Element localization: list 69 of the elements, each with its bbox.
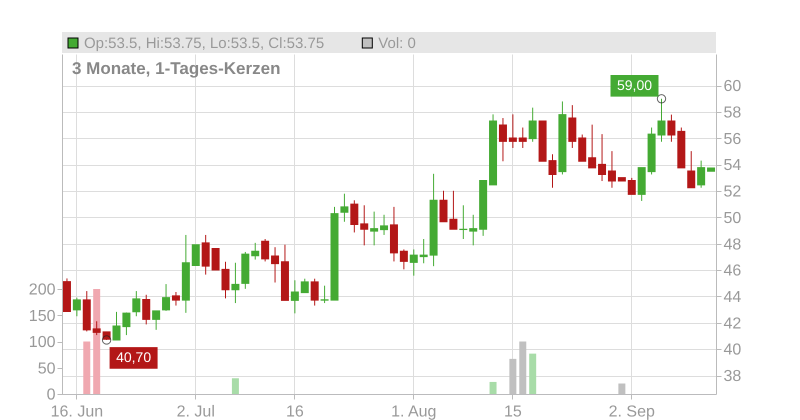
y2-tick-label: 60 [724,78,742,96]
candlestick [222,261,230,299]
y2-tick-label: 42 [724,315,742,332]
bar [93,289,100,394]
x-tick-label: 2. Sep [608,404,655,420]
candlestick [132,290,140,317]
candlestick [152,310,160,330]
chart-title: 3 Monate, 1-Tages-Kerzen [72,59,280,78]
candlestick [667,114,676,142]
y-tick-label: 0 [46,386,56,404]
candlestick [440,190,448,222]
y2-tick-label: 40 [724,342,742,359]
bar [232,378,239,394]
y-tick-label: 50 [38,360,56,378]
candlestick [290,280,299,314]
y-tick-label: 200 [28,282,56,299]
candlestick [508,114,517,148]
candlestick [548,154,556,188]
candlestick [400,248,408,270]
candlestick [498,118,507,162]
y2-tick-label: 58 [724,104,742,122]
candlestick [300,278,309,294]
bar [529,354,536,394]
candlestick [588,124,596,168]
y2-tick-label: 50 [724,210,742,227]
candlestick [142,294,150,325]
legend-label: Vol: 0 [378,35,416,52]
candlestick [608,150,616,188]
candlestick [172,292,180,306]
y2-tick-label: 38 [724,368,742,386]
candlestick [72,297,81,317]
annotation: 40,70 [116,348,152,365]
annotation: 59,00 [616,76,652,93]
candlestick [380,214,388,236]
y-tick-label: 150 [28,308,56,325]
candlestick [697,160,706,188]
candlestick [112,311,120,340]
y2-tick-label: 48 [724,236,742,254]
y2-tick-label: 44 [724,288,742,306]
y2-tick-label: 56 [724,130,742,148]
candlestick [202,234,210,276]
x-tick-label: 16. Jun [50,404,104,420]
candlestick [687,150,696,188]
bar [83,342,90,394]
candlestick [192,244,200,266]
candlestick [628,177,636,195]
candlestick [271,246,280,284]
candlestick [310,278,319,306]
y2-tick-label: 46 [724,262,742,280]
x-tick-label: 15 [504,404,522,420]
candlestick [231,262,240,304]
y2-tick-label: 54 [724,157,742,174]
candlestick [370,211,378,246]
candlestick [340,193,348,222]
legend-label: Op:53.5, Hi:53.75, Lo:53.5, Cl:53.75 [84,35,324,52]
x-tick-label: 2. Jul [176,404,215,420]
candlestick [212,248,220,270]
candlestick [528,107,537,142]
candlestick [598,134,606,182]
candlestick [449,190,458,230]
y-tick-label: 100 [28,334,56,352]
candlestick [122,312,130,336]
candlestick [518,127,527,148]
candlestick [261,238,270,262]
candlestick [162,284,170,312]
x-tick-label: 16 [286,404,304,420]
x-tick-label: 1. Aug [391,404,436,420]
bar [490,382,497,394]
y2-tick-label: 52 [724,184,742,201]
